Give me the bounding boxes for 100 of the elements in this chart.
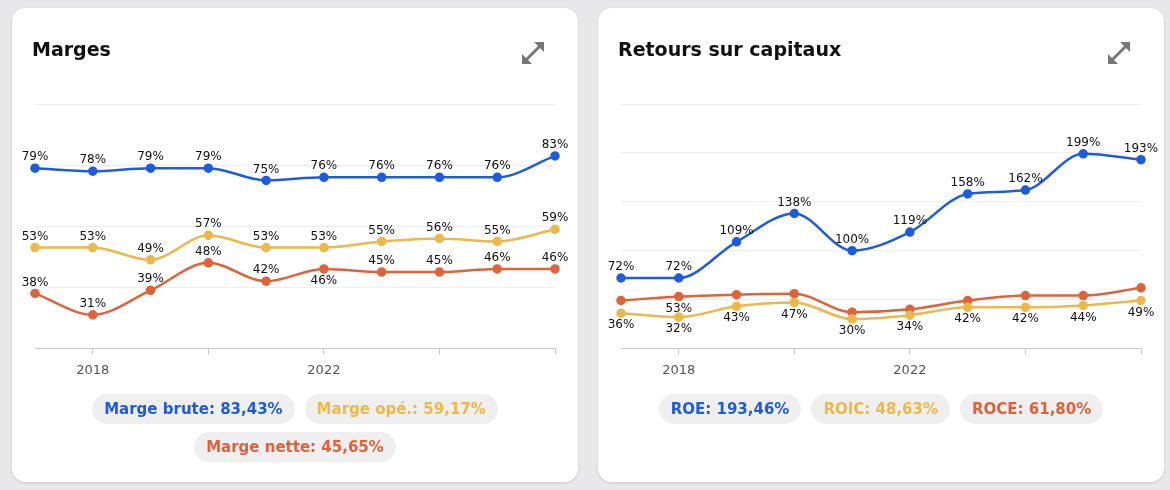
chart-title: Retours sur capitaux <box>618 38 842 60</box>
point <box>434 267 445 277</box>
point <box>376 172 387 183</box>
point <box>261 276 271 286</box>
data-label: 79% <box>137 149 164 164</box>
point <box>203 163 214 173</box>
point <box>1136 283 1146 293</box>
data-label: 83% <box>541 137 569 152</box>
data-label: 162% <box>1008 171 1043 186</box>
point <box>962 302 973 313</box>
data-label: 32% <box>665 321 693 336</box>
point <box>88 166 98 176</box>
data-label: 109% <box>719 222 754 237</box>
point <box>434 172 445 183</box>
data-label: 76% <box>310 158 338 173</box>
data-label: 42% <box>252 262 280 277</box>
data-label: 72% <box>607 259 635 274</box>
point <box>376 267 387 277</box>
point <box>1078 290 1088 301</box>
data-label: 44% <box>1069 309 1097 324</box>
point <box>731 237 742 247</box>
point <box>962 189 973 199</box>
x-tick-label: 2018 <box>76 361 110 377</box>
point <box>30 163 40 173</box>
point <box>261 242 271 253</box>
point <box>319 172 329 183</box>
data-label: 43% <box>723 310 750 325</box>
point <box>550 151 560 161</box>
point <box>674 312 684 322</box>
data-label: 56% <box>426 219 453 234</box>
data-label: 46% <box>310 273 338 288</box>
text: Marge opé.: 59,17% <box>304 394 498 424</box>
point <box>847 245 857 256</box>
data-label: 193% <box>1123 140 1159 155</box>
data-label: 76% <box>368 158 395 173</box>
point <box>1136 154 1146 165</box>
point <box>492 264 502 274</box>
chart-title: Marges <box>32 38 111 60</box>
data-label: 100% <box>834 231 870 246</box>
data-label: 45% <box>426 253 453 268</box>
data-label: 55% <box>368 222 395 237</box>
point <box>145 163 156 173</box>
point <box>376 236 387 247</box>
data-label: 34% <box>896 319 924 334</box>
point <box>1078 149 1088 159</box>
data-label: 48% <box>195 243 222 258</box>
data-label: 42% <box>954 311 981 326</box>
data-label: 158% <box>950 175 985 190</box>
point <box>674 291 684 302</box>
point <box>30 288 40 299</box>
point <box>1136 295 1146 306</box>
point <box>492 236 502 247</box>
point <box>1078 300 1088 311</box>
data-label: 30% <box>838 323 866 338</box>
point <box>261 175 271 186</box>
point <box>319 242 329 253</box>
data-label: 53% <box>310 228 338 243</box>
point <box>550 224 560 235</box>
data-label: 47% <box>781 306 808 321</box>
data-label: 119% <box>892 213 928 228</box>
data-label: 53% <box>21 228 49 243</box>
data-label: 31% <box>79 295 107 310</box>
point <box>492 172 502 183</box>
data-label: 46% <box>541 250 569 265</box>
text: ROIC: 48,63% <box>811 394 950 424</box>
point <box>616 273 626 283</box>
point <box>1020 302 1031 313</box>
point <box>145 285 156 296</box>
data-label: 57% <box>195 216 222 231</box>
data-label: 79% <box>21 149 49 164</box>
data-label: 75% <box>252 161 280 176</box>
point <box>847 314 857 324</box>
data-label: 199% <box>1066 134 1101 149</box>
text: ROE: 193,46% <box>658 394 802 424</box>
point <box>905 227 915 237</box>
data-label: 53% <box>79 228 107 243</box>
x-tick-label: 2022 <box>307 361 341 377</box>
point <box>1020 185 1031 195</box>
data-label: 138% <box>777 194 812 209</box>
point <box>616 295 626 306</box>
point <box>434 233 445 244</box>
point <box>550 264 560 274</box>
data-label: 55% <box>483 222 511 237</box>
data-label: 38% <box>21 274 49 289</box>
data-label: 42% <box>1012 311 1039 326</box>
x-tick-label: 2022 <box>893 361 927 377</box>
text: ROCE: 61,80% <box>960 394 1104 424</box>
point <box>731 301 742 312</box>
x-tick-label: 2018 <box>662 361 696 377</box>
point <box>319 264 329 274</box>
data-label: 76% <box>483 158 511 173</box>
data-label: 39% <box>137 271 164 286</box>
point <box>1020 290 1031 301</box>
text: Marge nette: 45,65% <box>194 432 396 462</box>
point <box>905 310 915 320</box>
point <box>30 242 40 253</box>
data-label: 45% <box>368 253 395 268</box>
point <box>789 208 800 219</box>
point <box>203 230 214 241</box>
data-label: 72% <box>665 259 693 274</box>
